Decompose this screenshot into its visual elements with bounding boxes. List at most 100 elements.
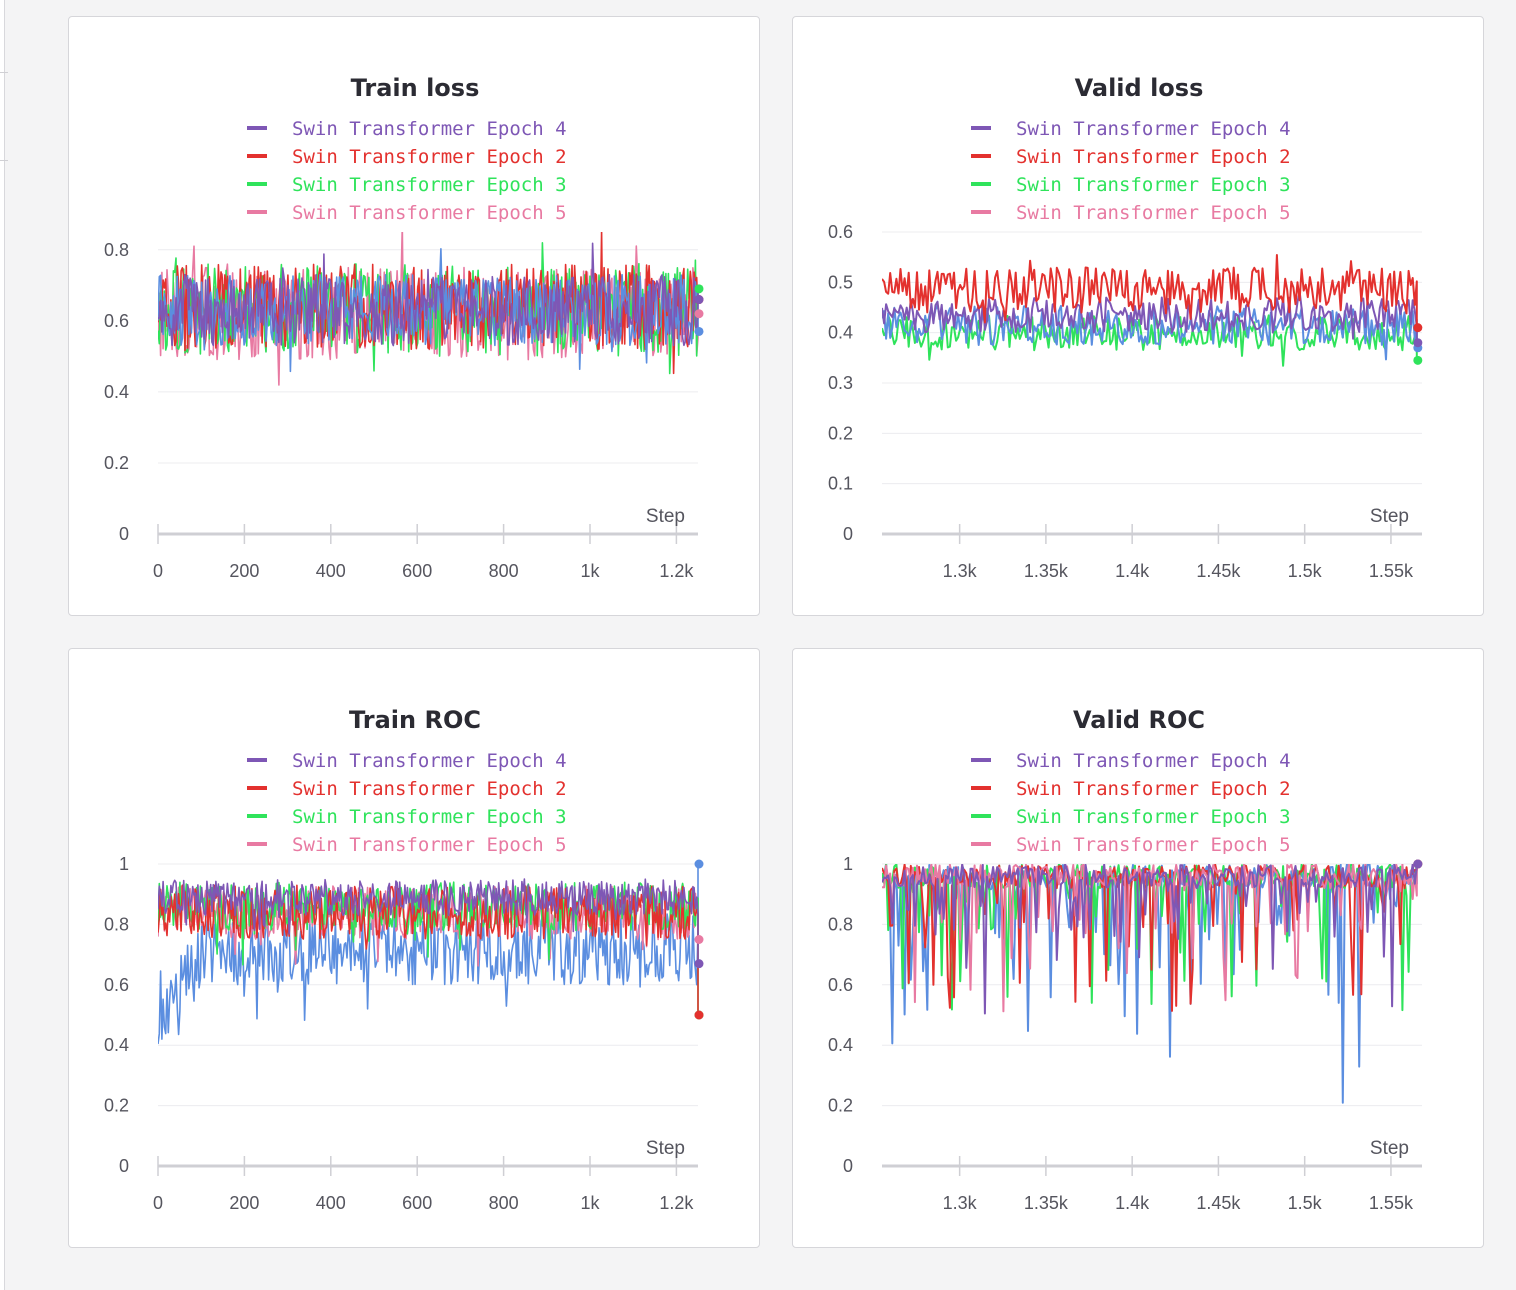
y-tick-label: 0.8	[104, 914, 129, 934]
y-tick-label: 0.6	[104, 975, 129, 995]
legend-item-swin-transformer-epoch-3[interactable]: Swin Transformer Epoch 3	[971, 806, 1291, 828]
x-tick-label: 1k	[580, 561, 600, 581]
y-tick-label: 0.2	[828, 1096, 853, 1116]
series-end-marker-swin-transformer-epoch-1[interactable]	[694, 326, 704, 336]
legend: Swin Transformer Epoch 4 Swin Transformer…	[971, 750, 1291, 856]
x-tick-label: 1.2k	[659, 1193, 694, 1213]
legend-item-swin-transformer-epoch-2[interactable]: Swin Transformer Epoch 2	[971, 146, 1291, 168]
chart-title: Valid ROC	[1073, 706, 1205, 734]
x-tick-label: 1k	[580, 1193, 600, 1213]
y-tick-label: 0.8	[104, 240, 129, 260]
series-end-marker-swin-transformer-epoch-3[interactable]	[1413, 355, 1423, 365]
x-tick-label: 1.5k	[1288, 1193, 1323, 1213]
series-line-swin-transformer-epoch-4	[158, 878, 699, 964]
legend-item-swin-transformer-epoch-4[interactable]: Swin Transformer Epoch 4	[971, 750, 1291, 772]
legend-label: Swin Transformer Epoch 4	[1016, 118, 1291, 140]
legend-item-swin-transformer-epoch-2[interactable]: Swin Transformer Epoch 2	[247, 146, 567, 168]
train-roc-panel[interactable]: Train ROC Swin Transformer Epoch 4 Swin Tr…	[68, 648, 760, 1248]
legend-label: Swin Transformer Epoch 3	[292, 806, 567, 828]
legend-item-swin-transformer-epoch-5[interactable]: Swin Transformer Epoch 5	[971, 202, 1291, 224]
y-tick-label: 0.6	[828, 975, 853, 995]
x-tick-label: 1.35k	[1024, 561, 1069, 581]
series-group	[882, 254, 1418, 367]
y-tick-label: 1	[119, 854, 129, 874]
series-line-swin-transformer-epoch-4	[158, 242, 699, 347]
legend: Swin Transformer Epoch 4 Swin Transformer…	[247, 118, 567, 224]
legend-label: Swin Transformer Epoch 5	[292, 834, 567, 856]
legend-label: Swin Transformer Epoch 2	[1016, 146, 1291, 168]
legend-label: Swin Transformer Epoch 2	[292, 146, 567, 168]
x-tick-label: 400	[316, 1193, 346, 1213]
y-tick-label: 0.4	[104, 382, 129, 402]
chart-title: Train ROC	[349, 706, 481, 734]
y-tick-label: 0	[119, 1156, 129, 1176]
series-end-marker-swin-transformer-epoch-2[interactable]	[694, 1010, 704, 1020]
legend-label: Swin Transformer Epoch 5	[1016, 202, 1291, 224]
x-tick-label: 600	[402, 1193, 432, 1213]
y-tick-label: 0.4	[104, 1035, 129, 1055]
series-end-marker-swin-transformer-epoch-5[interactable]	[694, 935, 704, 944]
x-tick-label: 200	[229, 1193, 259, 1213]
legend-item-swin-transformer-epoch-2[interactable]: Swin Transformer Epoch 2	[971, 778, 1291, 800]
legend-item-swin-transformer-epoch-5[interactable]: Swin Transformer Epoch 5	[247, 834, 567, 856]
legend-item-swin-transformer-epoch-3[interactable]: Swin Transformer Epoch 3	[971, 174, 1291, 196]
legend-item-swin-transformer-epoch-3[interactable]: Swin Transformer Epoch 3	[247, 174, 567, 196]
series-end-marker-swin-transformer-epoch-4[interactable]	[694, 295, 704, 305]
y-tick-label: 0.6	[828, 222, 853, 242]
legend-label: Swin Transformer Epoch 5	[292, 202, 567, 224]
legend: Swin Transformer Epoch 4 Swin Transformer…	[971, 118, 1291, 224]
series-line-swin-transformer-epoch-4	[882, 290, 1418, 343]
legend-item-swin-transformer-epoch-2[interactable]: Swin Transformer Epoch 2	[247, 778, 567, 800]
series-end-marker-swin-transformer-epoch-1[interactable]	[694, 859, 704, 869]
x-tick-label: 1.55k	[1369, 1193, 1414, 1213]
x-tick-label: 200	[229, 561, 259, 581]
series-line-swin-transformer-epoch-2	[882, 864, 1418, 1012]
legend-item-swin-transformer-epoch-4[interactable]: Swin Transformer Epoch 4	[971, 118, 1291, 140]
legend-label: Swin Transformer Epoch 2	[292, 778, 567, 800]
y-tick-label: 0.4	[828, 323, 853, 343]
y-tick-label: 0	[843, 524, 853, 544]
series-end-marker-swin-transformer-epoch-4[interactable]	[1413, 338, 1423, 348]
x-tick-label: 1.55k	[1369, 561, 1414, 581]
y-tick-label: 0	[119, 524, 129, 544]
y-tick-label: 0.2	[828, 423, 853, 443]
valid-loss-panel[interactable]: Valid loss Swin Transformer Epoch 4 Swin T…	[792, 16, 1484, 616]
valid-roc-panel[interactable]: Valid ROC Swin Transformer Epoch 4 Swin Tr…	[792, 648, 1484, 1248]
x-tick-label: 1.45k	[1196, 1193, 1241, 1213]
legend: Swin Transformer Epoch 4 Swin Transformer…	[247, 750, 567, 856]
x-tick-label: 1.5k	[1288, 561, 1323, 581]
x-tick-label: 0	[153, 561, 163, 581]
x-tick-label: 1.35k	[1024, 1193, 1069, 1213]
legend-label: Swin Transformer Epoch 3	[1016, 174, 1291, 196]
x-tick-label: 1.4k	[1115, 1193, 1150, 1213]
x-axis-label: Step	[646, 506, 685, 527]
legend-item-swin-transformer-epoch-5[interactable]: Swin Transformer Epoch 5	[247, 202, 567, 224]
series-end-marker-swin-transformer-epoch-4[interactable]	[1413, 859, 1423, 869]
y-tick-label: 1	[843, 854, 853, 874]
y-tick-label: 0	[843, 1156, 853, 1176]
legend-item-swin-transformer-epoch-4[interactable]: Swin Transformer Epoch 4	[247, 118, 567, 140]
y-tick-label: 0.5	[828, 272, 853, 292]
y-tick-label: 0.1	[828, 474, 853, 494]
series-end-marker-swin-transformer-epoch-2[interactable]	[1413, 323, 1423, 333]
legend-item-swin-transformer-epoch-4[interactable]: Swin Transformer Epoch 4	[247, 750, 567, 772]
x-tick-label: 1.3k	[943, 561, 978, 581]
x-axis-label: Step	[1370, 506, 1409, 527]
x-tick-label: 400	[316, 561, 346, 581]
train-loss-panel[interactable]: Train loss Swin Transformer Epoch 4 Swin T…	[68, 16, 760, 616]
legend-item-swin-transformer-epoch-5[interactable]: Swin Transformer Epoch 5	[971, 834, 1291, 856]
series-end-marker-swin-transformer-epoch-3[interactable]	[694, 284, 704, 294]
y-tick-label: 0.2	[104, 1096, 129, 1116]
x-tick-label: 1.2k	[659, 561, 694, 581]
legend-item-swin-transformer-epoch-3[interactable]: Swin Transformer Epoch 3	[247, 806, 567, 828]
legend-label: Swin Transformer Epoch 4	[1016, 750, 1291, 772]
series-end-marker-swin-transformer-epoch-5[interactable]	[694, 309, 704, 319]
series-end-marker-swin-transformer-epoch-4[interactable]	[694, 959, 704, 969]
left-edge-rule	[0, 0, 5, 1290]
legend-label: Swin Transformer Epoch 2	[1016, 778, 1291, 800]
series-group	[158, 232, 699, 386]
y-tick-label: 0.8	[828, 914, 853, 934]
x-tick-label: 800	[489, 1193, 519, 1213]
series-group	[158, 864, 699, 1045]
